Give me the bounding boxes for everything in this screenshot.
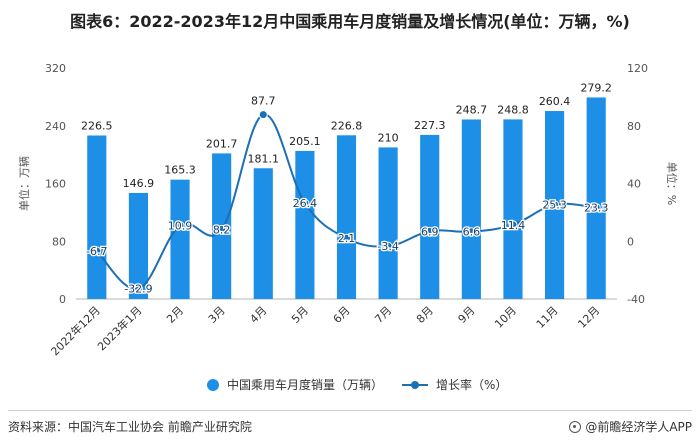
- bar-value-label: 226.8: [331, 119, 363, 132]
- legend-item-line: 增长率（%）: [402, 376, 507, 393]
- x-tick-label: 4月: [247, 304, 269, 326]
- bar: [420, 134, 440, 299]
- growth-rate-point: [92, 246, 102, 256]
- growth-rate-point: [300, 198, 310, 208]
- growth-rate-point: [175, 221, 185, 231]
- x-tick-label: 2022年12月: [48, 303, 103, 358]
- growth-rate-label: 8.2: [213, 223, 231, 236]
- x-tick-label: 10月: [492, 304, 519, 331]
- x-tick-label: 5月: [289, 304, 311, 326]
- bar: [295, 150, 315, 299]
- growth-rate-point: [425, 226, 435, 236]
- growth-rate-point: [591, 203, 601, 213]
- chart-area: 0 80 160 240 320 -40 0 40 80 120 单位：万辆 单位：% 2022年12月…: [17, 62, 679, 358]
- growth-rate-label: -6.7: [86, 245, 107, 258]
- bar-value-label: 248.7: [456, 103, 488, 116]
- x-tick-label: 2月: [164, 304, 186, 326]
- right-axis-tick-label: 80: [627, 120, 641, 133]
- growth-rate-label: 10.9: [168, 220, 193, 233]
- bar: [586, 97, 606, 299]
- right-axis-tick-label: 40: [627, 178, 641, 191]
- source-note: 资料来源：中国汽车工业协会 前瞻产业研究院: [8, 420, 252, 434]
- brand-credit: @前瞻经济学人APP: [569, 418, 692, 435]
- left-axis-tick-label: 0: [59, 293, 66, 306]
- growth-rate-point: [133, 284, 143, 294]
- x-tick-label: 6月: [331, 304, 353, 326]
- growth-rate-point: [466, 227, 476, 237]
- growth-rate-label: 6.9: [421, 225, 439, 238]
- footer-divider: [8, 410, 692, 411]
- chart-title: 图表6：2022-2023年12月中国乘用车月度销量及增长情况(单位：万辆，%): [70, 12, 630, 31]
- x-tick-label: 2023年1月: [94, 303, 144, 353]
- growth-rate-label: 6.6: [463, 226, 481, 239]
- brand-logo-icon: [569, 420, 582, 433]
- growth-rate-label: -3.4: [377, 240, 398, 253]
- bar: [336, 135, 357, 299]
- left-axis-tick-label: 160: [45, 178, 66, 191]
- legend-item-bar: 中国乘用车月度销量（万辆）: [207, 376, 383, 393]
- bar: [170, 179, 190, 299]
- growth-rate-point: [550, 200, 560, 210]
- right-axis-tick-label: 0: [627, 235, 634, 248]
- legend-bar-label: 中国乘用车月度销量（万辆）: [227, 378, 384, 392]
- growth-rate-label: 23.3: [584, 202, 609, 215]
- bar: [503, 119, 523, 300]
- growth-rate-label: -32.9: [124, 283, 152, 296]
- left-axis-title: 单位：万辆: [17, 156, 31, 211]
- bar-value-label: 226.5: [81, 119, 113, 132]
- bar-value-label: 210: [378, 131, 399, 144]
- bar-value-label: 260.4: [539, 95, 571, 108]
- bar: [253, 168, 273, 299]
- left-axis-tick-label: 240: [45, 120, 66, 133]
- legend-bar-swatch: [207, 378, 219, 391]
- right-axis-tick-label: -40: [627, 293, 645, 306]
- bar: [87, 135, 107, 299]
- right-axis-title: 单位：%: [665, 162, 679, 205]
- bar-value-label: 279.2: [580, 81, 612, 94]
- x-tick-label: 12月: [575, 304, 602, 331]
- growth-rate-label: 11.4: [501, 219, 526, 232]
- x-tick-label: 9月: [456, 304, 478, 326]
- bar-value-label: 205.1: [289, 135, 321, 148]
- legend: 中国乘用车月度销量（万辆） 增长率（%）: [0, 376, 700, 398]
- left-axis-tick-label: 80: [52, 235, 66, 248]
- bar-value-label: 165.3: [164, 164, 196, 177]
- legend-line-swatch: [402, 380, 428, 389]
- growth-rate-label: 25.3: [542, 199, 567, 212]
- bar-value-label: 201.7: [206, 137, 238, 150]
- x-tick-label: 3月: [206, 304, 228, 326]
- growth-rate-point: [383, 241, 393, 251]
- growth-rate-label: 87.7: [251, 95, 276, 108]
- x-tick-label: 8月: [414, 304, 436, 326]
- growth-rate-label: 2.1: [338, 232, 356, 245]
- right-axis-tick-label: 120: [627, 62, 648, 75]
- growth-rate-point: [508, 220, 518, 230]
- bar: [378, 147, 398, 299]
- bar: [461, 119, 481, 299]
- growth-rate-point: [217, 224, 227, 234]
- growth-rate-point: [258, 110, 268, 120]
- brand-text: @前瞻经济学人APP: [585, 420, 692, 434]
- growth-rate-label: 26.4: [293, 197, 318, 210]
- bar-value-label: 227.3: [414, 119, 446, 132]
- bar-value-label: 181.1: [248, 152, 280, 165]
- growth-rate-point: [342, 233, 351, 243]
- left-axis-tick-label: 320: [45, 62, 66, 75]
- bar-value-label: 248.8: [497, 103, 529, 116]
- bar-value-label: 146.9: [123, 177, 155, 190]
- x-tick-label: 11月: [534, 304, 561, 331]
- bar: [128, 192, 148, 299]
- legend-line-label: 增长率（%）: [436, 378, 508, 392]
- x-tick-label: 7月: [372, 304, 394, 326]
